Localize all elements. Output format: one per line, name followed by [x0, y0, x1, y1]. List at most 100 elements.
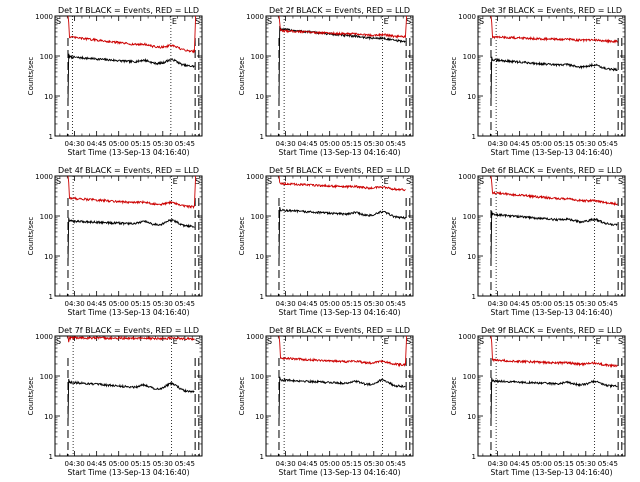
- x-tick-label: 05:45: [598, 460, 618, 468]
- y-tick-label: 1: [49, 293, 53, 301]
- lld-series-line: [67, 15, 197, 54]
- y-axis-label: Counts/sec: [238, 217, 246, 256]
- x-tick-label: 05:15: [131, 140, 151, 148]
- events-series-line: [490, 377, 618, 425]
- x-tick-label: 05:00: [109, 140, 129, 148]
- end-marker-label: E: [384, 17, 389, 26]
- start-marker-label: S: [618, 17, 623, 26]
- start-marker-label: S: [479, 17, 484, 26]
- y-axis-label: Counts/sec: [27, 377, 35, 416]
- x-tick-label: 04:30: [65, 300, 85, 308]
- x-axis-label: Start Time (13-Sep-13 04:16:40): [68, 148, 190, 157]
- y-tick-label: 1: [260, 453, 264, 461]
- y-axis-label: Counts/sec: [27, 217, 35, 256]
- x-tick-label: 05:45: [175, 460, 195, 468]
- x-tick-label: 05:15: [131, 460, 151, 468]
- x-tick-label: 04:45: [298, 300, 318, 308]
- lld-series-line: [490, 15, 618, 44]
- x-axis-label: Start Time (13-Sep-13 04:16:40): [68, 468, 190, 477]
- y-tick-label: 100: [463, 213, 476, 221]
- events-series-line: [67, 217, 195, 265]
- plot-frame: [477, 175, 626, 297]
- plot-frame: [54, 175, 203, 297]
- x-tick-label: 05:30: [576, 140, 596, 148]
- chart-panel-8: Det 8f BLACK = Events, RED = LLD 1 10 100 10…: [238, 326, 414, 477]
- chart-title: Det 3f BLACK = Events, RED = LLD: [481, 6, 622, 15]
- start-marker-label: S: [479, 337, 484, 346]
- start-marker-label: S: [618, 177, 623, 186]
- x-tick-label: 04:45: [510, 300, 530, 308]
- y-axis-label: Counts/sec: [27, 57, 35, 96]
- start-marker-label: S: [479, 177, 484, 186]
- y-tick-label: 1: [472, 133, 476, 141]
- x-tick-label: 04:30: [65, 460, 85, 468]
- chart-title: Det 6f BLACK = Events, RED = LLD: [481, 166, 622, 175]
- y-tick-label: 100: [251, 373, 264, 381]
- x-tick-label: 05:45: [386, 140, 406, 148]
- end-marker-label: E: [172, 17, 177, 26]
- x-tick-label: 05:45: [598, 140, 618, 148]
- start-marker-label: S: [267, 337, 272, 346]
- start-marker-label: S: [406, 177, 411, 186]
- lld-series-line: [490, 175, 618, 207]
- y-tick-label: 10: [467, 413, 476, 421]
- x-tick-label: 05:00: [109, 300, 129, 308]
- x-axis-label: Start Time (13-Sep-13 04:16:40): [279, 308, 401, 317]
- x-tick-label: 04:45: [87, 140, 107, 148]
- x-axis-label: Start Time (13-Sep-13 04:16:40): [279, 468, 401, 477]
- y-tick-label: 1: [472, 453, 476, 461]
- plot-frame: [54, 335, 203, 457]
- y-tick-label: 1000: [246, 13, 264, 21]
- x-axis-label: Start Time (13-Sep-13 04:16:40): [68, 308, 190, 317]
- y-tick-label: 10: [44, 253, 53, 261]
- y-tick-label: 1000: [246, 173, 264, 181]
- start-marker-label: S: [267, 17, 272, 26]
- x-tick-label: 05:45: [598, 300, 618, 308]
- start-marker-label: S: [195, 17, 200, 26]
- y-tick-label: 1000: [246, 333, 264, 341]
- events-series-line: [490, 56, 618, 105]
- chart-title: Det 9f BLACK = Events, RED = LLD: [481, 326, 622, 335]
- y-tick-label: 100: [251, 213, 264, 221]
- events-series-line: [278, 376, 406, 425]
- x-tick-label: 04:30: [276, 460, 296, 468]
- x-tick-label: 05:45: [175, 140, 195, 148]
- chart-title: Det 1f BLACK = Events, RED = LLD: [58, 6, 199, 15]
- x-tick-label: 04:30: [276, 300, 296, 308]
- chart-title: Det 2f BLACK = Events, RED = LLD: [269, 6, 410, 15]
- lld-series-line: [278, 15, 408, 39]
- x-axis-label: Start Time (13-Sep-13 04:16:40): [279, 148, 401, 157]
- y-tick-label: 1: [260, 133, 264, 141]
- y-tick-label: 1: [49, 453, 53, 461]
- y-tick-label: 100: [40, 53, 53, 61]
- end-marker-label: E: [596, 17, 601, 26]
- events-series-line: [67, 378, 195, 425]
- y-tick-label: 100: [40, 213, 53, 221]
- x-axis-label: Start Time (13-Sep-13 04:16:40): [491, 308, 613, 317]
- x-tick-label: 05:15: [554, 140, 574, 148]
- chart-panel-6: Det 6f BLACK = Events, RED = LLD 1 10 100 10…: [450, 166, 626, 317]
- end-marker-label: E: [384, 337, 389, 346]
- y-tick-label: 10: [44, 413, 53, 421]
- start-marker-label: S: [195, 177, 200, 186]
- y-axis-label: Counts/sec: [450, 377, 458, 416]
- chart-title: Det 5f BLACK = Events, RED = LLD: [269, 166, 410, 175]
- chart-panel-5: Det 5f BLACK = Events, RED = LLD 1 10 100 10…: [238, 166, 414, 317]
- x-axis-label: Start Time (13-Sep-13 04:16:40): [491, 468, 613, 477]
- x-tick-label: 05:30: [153, 460, 173, 468]
- x-tick-label: 04:45: [510, 140, 530, 148]
- plot-frame: [265, 175, 414, 297]
- events-series-line: [490, 211, 618, 265]
- y-tick-label: 1: [260, 293, 264, 301]
- y-tick-label: 10: [255, 93, 264, 101]
- lld-series-line: [67, 335, 195, 343]
- y-tick-label: 100: [40, 373, 53, 381]
- events-series-line: [278, 206, 406, 265]
- plot-frame: [477, 335, 626, 457]
- chart-title: Det 7f BLACK = Events, RED = LLD: [58, 326, 199, 335]
- plot-frame: [54, 15, 203, 137]
- x-tick-label: 04:45: [510, 460, 530, 468]
- chart-panel-9: Det 9f BLACK = Events, RED = LLD 1 10 100 10…: [450, 326, 626, 477]
- y-axis-label: Counts/sec: [238, 377, 246, 416]
